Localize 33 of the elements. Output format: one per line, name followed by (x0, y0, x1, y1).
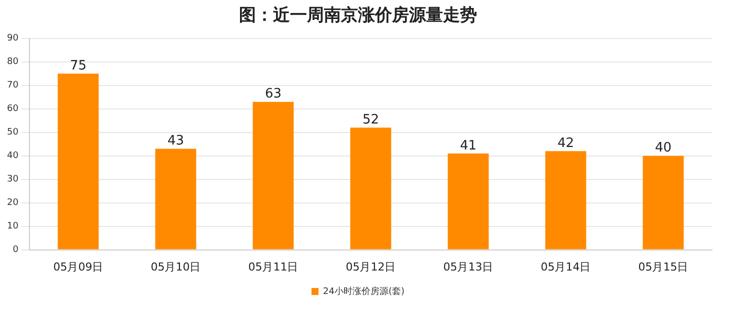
x-tick-label: 05月10日 (150, 260, 201, 274)
bar (642, 156, 684, 250)
y-tick-label: 60 (7, 104, 19, 114)
bar (545, 151, 586, 250)
y-tick-label: 20 (7, 198, 19, 208)
data-label: 63 (264, 86, 282, 102)
y-tick-label: 40 (7, 151, 19, 162)
x-tick-label: 05月13日 (443, 260, 494, 274)
legend-label: 24小时涨价房源(套) (323, 286, 404, 297)
data-label: 43 (167, 134, 184, 149)
bar (58, 74, 99, 250)
chart-title: 图：近一周南京涨价房源量走势 (239, 6, 477, 26)
bar (252, 102, 294, 250)
y-tick-label: 80 (7, 57, 19, 68)
x-tick-label: 05月15日 (638, 260, 688, 274)
y-tick-label: 70 (7, 80, 19, 91)
data-label: 52 (362, 112, 379, 128)
bar (155, 148, 196, 250)
y-tick-label: 30 (7, 174, 19, 185)
data-label: 41 (460, 138, 477, 154)
bar (350, 128, 392, 250)
data-label: 75 (70, 58, 86, 74)
bar (448, 153, 489, 250)
data-label: 40 (654, 140, 672, 156)
x-tick-label: 05月12日 (346, 260, 396, 274)
y-tick-label: 90 (7, 34, 19, 44)
x-tick-label: 05月11日 (248, 260, 298, 274)
x-tick-label: 05月09日 (53, 260, 104, 274)
y-tick-label: 50 (7, 128, 19, 138)
y-tick-label: 0 (12, 245, 19, 256)
y-tick-label: 10 (7, 222, 19, 232)
x-tick-label: 05月14日 (540, 260, 591, 274)
data-label: 42 (557, 136, 574, 152)
